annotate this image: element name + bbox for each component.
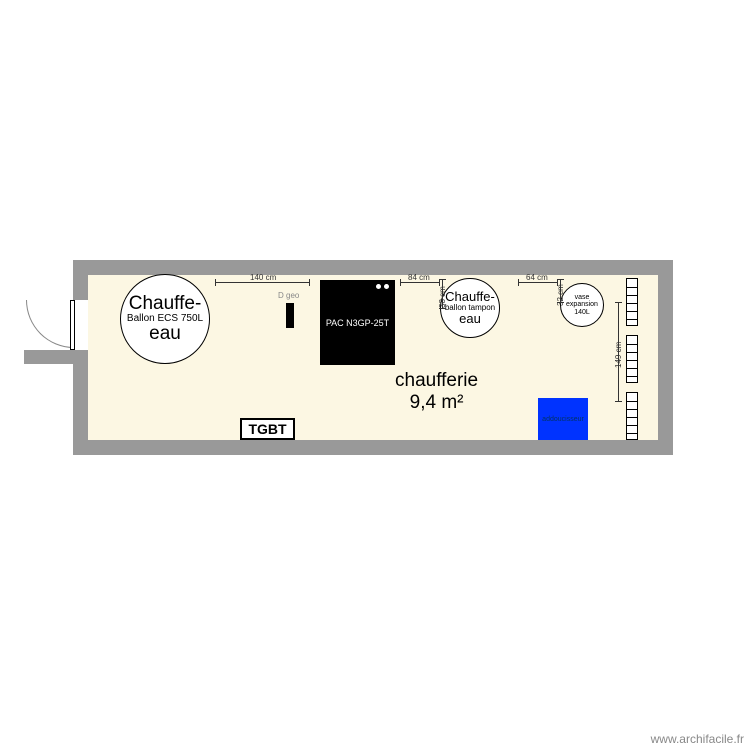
dim-140 — [215, 282, 310, 283]
radiator-1 — [626, 278, 638, 326]
radiator-3 — [626, 392, 638, 440]
dim-84 — [400, 282, 440, 283]
wall-stub-left — [24, 350, 73, 364]
room-area: 9,4 m² — [395, 392, 478, 414]
ballon-ecs-top: Chauffe- — [129, 294, 202, 314]
dim-38-label: 38 cm — [438, 286, 447, 308]
vase-expansion: vase expansion 140L — [560, 283, 604, 327]
adoucisseur: addoucisseur — [538, 398, 588, 440]
dim-140-label: 140 cm — [250, 273, 276, 282]
vase-expansion-label: vase expansion 140L — [561, 294, 603, 316]
ballon-tampon-bot: eau — [459, 312, 481, 326]
tgbt-label: TGBT — [248, 421, 286, 437]
pac-unit: PAC N3GP-25T — [320, 280, 395, 365]
ballon-ecs-bot: eau — [149, 324, 181, 344]
tgbt: TGBT — [240, 418, 295, 440]
dim-64 — [518, 282, 558, 283]
radiator-2 — [626, 335, 638, 383]
ballon-tampon: Chauffe- ballon tampon eau — [440, 278, 500, 338]
watermark: www.archifacile.fr — [651, 732, 744, 746]
d-geo-marker — [286, 303, 294, 328]
door-arc — [26, 300, 74, 348]
ballon-ecs: Chauffe- Ballon ECS 750L eau — [120, 274, 210, 364]
room-label: chaufferie 9,4 m² — [395, 370, 478, 414]
door-opening — [73, 300, 88, 350]
pac-detail-2 — [384, 284, 389, 289]
door-leaf — [70, 300, 75, 350]
pac-label: PAC N3GP-25T — [326, 318, 389, 328]
dim-84-label: 84 cm — [408, 273, 430, 282]
floorplan-canvas: Chauffe- Ballon ECS 750L eau D geo PAC N… — [0, 0, 750, 750]
dim-149-label: 149 cm — [614, 342, 623, 368]
dim-64-label: 64 cm — [526, 273, 548, 282]
d-geo-label: D geo — [278, 291, 299, 300]
room-name: chaufferie — [395, 370, 478, 392]
adoucisseur-label: addoucisseur — [542, 416, 584, 423]
dim-32-label: 32 cm — [556, 284, 565, 306]
ballon-tampon-top: Chauffe- — [445, 290, 495, 304]
pac-detail-1 — [376, 284, 381, 289]
